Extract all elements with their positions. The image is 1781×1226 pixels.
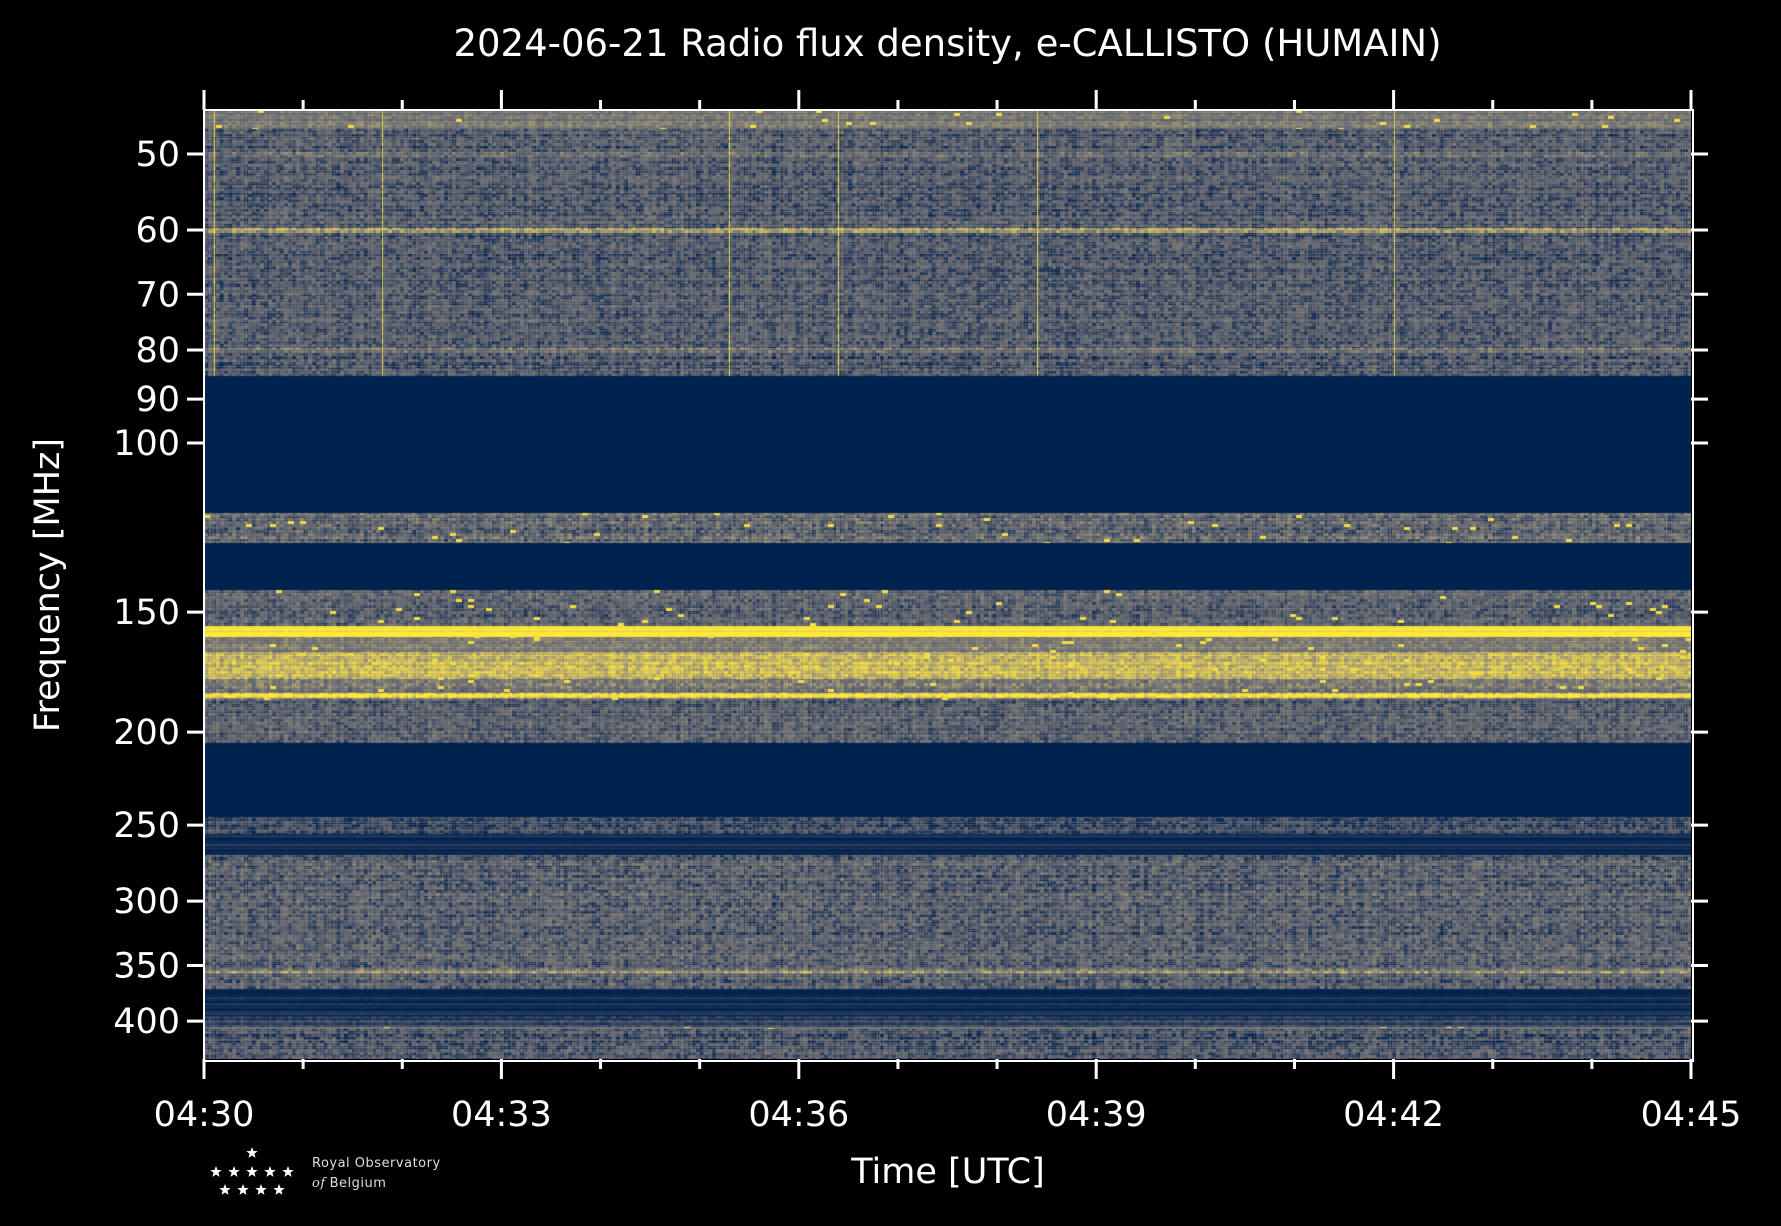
spectrogram-heatmap bbox=[204, 110, 1691, 1059]
y-tick-label: 100 bbox=[113, 424, 180, 464]
y-tick-label: 50 bbox=[135, 135, 180, 175]
y-tick-label: 70 bbox=[135, 275, 180, 315]
logo-of: of bbox=[312, 1176, 326, 1191]
star-icon bbox=[228, 1166, 240, 1177]
star-icon bbox=[264, 1166, 276, 1177]
star-icon bbox=[282, 1166, 294, 1177]
star-icon bbox=[246, 1147, 258, 1158]
star-icon bbox=[246, 1166, 258, 1177]
y-tick-label: 60 bbox=[135, 211, 180, 251]
y-tick-label: 250 bbox=[113, 806, 180, 846]
star-icon bbox=[219, 1184, 231, 1195]
x-tick-label: 04:39 bbox=[1046, 1095, 1147, 1135]
x-tick-label: 04:36 bbox=[748, 1095, 849, 1135]
x-tick-label: 04:33 bbox=[451, 1095, 552, 1135]
chart-title: 2024-06-21 Radio flux density, e-CALLIST… bbox=[453, 22, 1442, 65]
y-tick-label: 200 bbox=[113, 713, 180, 753]
logo-line1: Royal Observatory bbox=[312, 1156, 441, 1171]
y-tick-label: 80 bbox=[135, 331, 180, 371]
logo-text: Royal Observatory of Belgium bbox=[312, 1154, 441, 1194]
star-icon bbox=[273, 1184, 285, 1195]
y-tick-label: 400 bbox=[113, 1002, 180, 1042]
x-axis-label: Time [UTC] bbox=[851, 1152, 1045, 1192]
x-tick-label: 04:42 bbox=[1343, 1095, 1444, 1135]
y-tick-label: 350 bbox=[113, 946, 180, 986]
x-tick-label: 04:30 bbox=[154, 1095, 255, 1135]
star-icon bbox=[255, 1184, 267, 1195]
star-icon bbox=[210, 1166, 222, 1177]
star-icon bbox=[237, 1184, 249, 1195]
x-tick-label: 04:45 bbox=[1641, 1095, 1742, 1135]
y-tick-label: 150 bbox=[113, 593, 180, 633]
royal-observatory-stars-logo bbox=[210, 1147, 294, 1195]
logo-line2: Belgium bbox=[329, 1176, 387, 1191]
y-axis-label: Frequency [MHz] bbox=[28, 437, 68, 733]
y-tick-label: 90 bbox=[135, 380, 180, 420]
y-tick-label: 300 bbox=[113, 882, 180, 922]
